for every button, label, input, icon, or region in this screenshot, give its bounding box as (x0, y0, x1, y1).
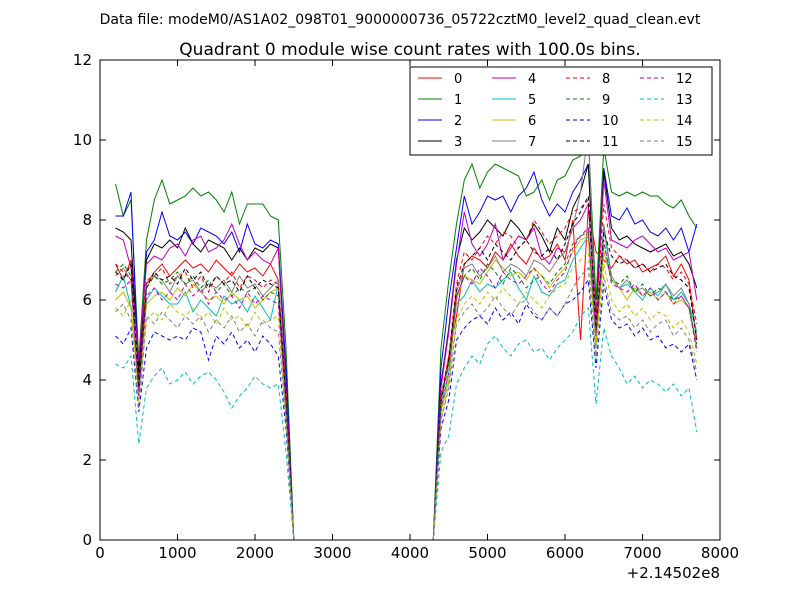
y-tick-label: 8 (82, 211, 92, 229)
legend-label-5: 5 (528, 93, 536, 108)
y-tick-label: 4 (82, 371, 92, 389)
legend-label-11: 11 (602, 135, 619, 150)
series-line-4 (115, 179, 698, 540)
y-tick-label: 2 (82, 451, 92, 469)
y-tick-label: 12 (73, 51, 92, 69)
legend-label-9: 9 (602, 93, 610, 108)
x-tick-label: 5000 (468, 544, 506, 562)
x-offset-label: +2.14502e8 (627, 564, 720, 582)
legend-label-14: 14 (676, 114, 693, 129)
chart-suptitle: Data file: modeM0/AS1A02_098T01_90000007… (100, 12, 701, 28)
ticks-layer: 0 1000 2000 3000 4000 5000 6000 7000 80000246810… (73, 51, 739, 562)
legend-label-8: 8 (602, 72, 610, 87)
legend-label-10: 10 (602, 114, 619, 129)
x-tick-label: 3000 (313, 544, 351, 562)
series-line-8 (115, 198, 698, 540)
x-tick-label: 2000 (236, 544, 274, 562)
legend-label-15: 15 (676, 135, 693, 150)
x-tick-label: 8000 (701, 544, 739, 562)
x-tick-label: 1000 (158, 544, 196, 562)
x-tick-label: 6000 (546, 544, 584, 562)
series-line-1 (115, 135, 698, 540)
series-line-10 (115, 278, 698, 540)
y-tick-label: 6 (82, 291, 92, 309)
legend-label-1: 1 (454, 93, 462, 108)
chart-title: Quadrant 0 module wise count rates with … (179, 40, 640, 60)
legend-label-7: 7 (528, 135, 536, 150)
legend-label-13: 13 (676, 93, 693, 108)
legend-label-12: 12 (676, 72, 693, 87)
x-tick-label: 4000 (391, 544, 429, 562)
series-line-12 (115, 226, 698, 540)
series-line-15 (115, 266, 698, 540)
y-tick-label: 0 (82, 531, 92, 549)
series-line-14 (115, 250, 698, 540)
series-layer (115, 131, 698, 540)
legend-label-6: 6 (528, 114, 536, 129)
series-line-13 (115, 306, 698, 540)
legend-label-2: 2 (454, 114, 462, 129)
legend-label-4: 4 (528, 72, 536, 87)
legend-label-3: 3 (454, 135, 462, 150)
y-tick-label: 10 (73, 131, 92, 149)
x-tick-label: 7000 (623, 544, 661, 562)
legend-box (409, 66, 713, 156)
x-tick-label: 0 (95, 544, 105, 562)
legend-label-0: 0 (454, 72, 462, 87)
